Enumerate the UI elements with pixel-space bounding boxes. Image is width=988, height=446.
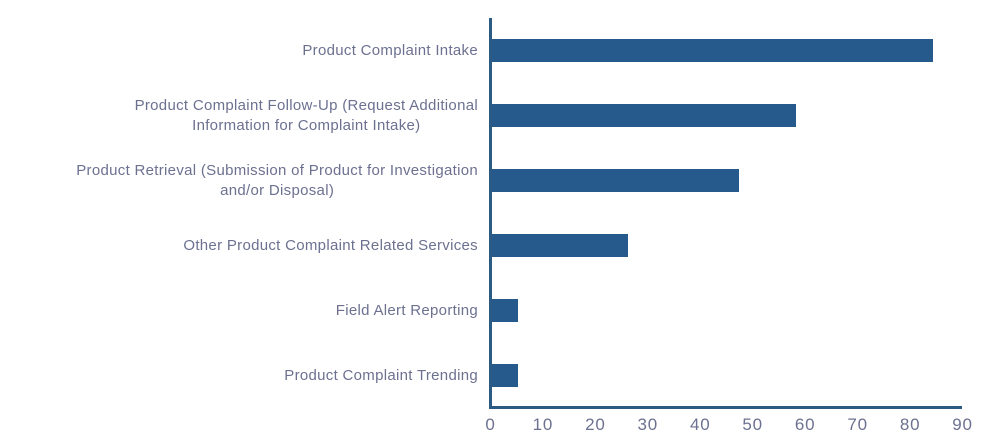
chart-row: Product Complaint Trending bbox=[0, 343, 988, 408]
x-tick-label: 10 bbox=[532, 415, 554, 434]
category-label: Product Complaint Follow-Up (Request Add… bbox=[134, 96, 478, 134]
category-cell: Product Complaint Intake bbox=[0, 41, 478, 61]
x-axis-line bbox=[489, 406, 962, 409]
x-tick-label: 20 bbox=[585, 415, 606, 434]
chart-row: Product Complaint Follow-Up (Request Add… bbox=[0, 83, 988, 148]
bar bbox=[492, 169, 739, 192]
category-cell: Field Alert Reporting bbox=[0, 301, 478, 321]
category-cell: Other Product Complaint Related Services bbox=[0, 236, 478, 256]
bar bbox=[492, 39, 933, 62]
category-label: Product Complaint Intake bbox=[302, 41, 478, 59]
bar-track bbox=[492, 234, 988, 257]
y-axis-line bbox=[489, 18, 492, 409]
bar-track bbox=[492, 364, 988, 387]
bar-track bbox=[492, 299, 988, 322]
category-label: Product Complaint Trending bbox=[284, 366, 478, 384]
x-tick-label: 80 bbox=[899, 415, 921, 434]
bar bbox=[492, 104, 797, 127]
x-tick-label: 60 bbox=[794, 415, 816, 434]
x-axis-ticks: 0 10 20 30 40 50 60 70 80 90 bbox=[0, 415, 988, 437]
bar-track bbox=[492, 39, 988, 62]
category-label: Field Alert Reporting bbox=[335, 301, 478, 319]
x-tick-label: 90 bbox=[952, 415, 973, 434]
category-cell: Product Complaint Follow-Up (Request Add… bbox=[0, 96, 478, 136]
bar bbox=[492, 364, 519, 387]
bar-track bbox=[492, 104, 988, 127]
category-label: Product Retrieval (Submission of Product… bbox=[76, 161, 478, 199]
chart-row: Product Retrieval (Submission of Product… bbox=[0, 148, 988, 213]
x-tick-label: 40 bbox=[690, 415, 711, 434]
chart-row: Product Complaint Intake bbox=[0, 18, 988, 83]
category-cell: Product Complaint Trending bbox=[0, 366, 478, 386]
bar bbox=[492, 234, 629, 257]
bar bbox=[492, 299, 519, 322]
category-label: Other Product Complaint Related Services bbox=[183, 236, 478, 254]
chart-row: Field Alert Reporting bbox=[0, 278, 988, 343]
chart-row: Other Product Complaint Related Services bbox=[0, 213, 988, 278]
x-tick-label: 30 bbox=[637, 415, 659, 434]
category-cell: Product Retrieval (Submission of Product… bbox=[0, 161, 478, 201]
plot-rows: Product Complaint Intake Product Complai… bbox=[0, 18, 988, 408]
x-tick-label: 70 bbox=[847, 415, 868, 434]
bar-track bbox=[492, 169, 988, 192]
x-tick-label: 0 bbox=[485, 415, 496, 434]
x-tick-label: 50 bbox=[742, 415, 763, 434]
